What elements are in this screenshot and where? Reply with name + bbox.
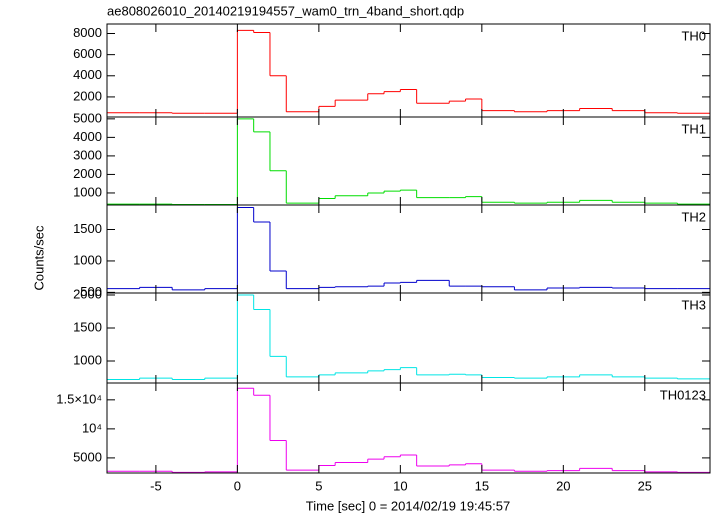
y-tick-label: 8000 xyxy=(73,25,102,40)
panel-name: TH2 xyxy=(681,209,706,224)
x-tick-label: -5 xyxy=(150,478,162,493)
step-connector xyxy=(171,118,678,205)
y-tick-label: 1000 xyxy=(73,352,102,367)
step-connector xyxy=(139,207,646,290)
y-tick-label: 6000 xyxy=(73,46,102,61)
x-tick-label: 10 xyxy=(393,478,407,493)
x-tick-label: 5 xyxy=(315,478,322,493)
y-tick-label: 500 xyxy=(80,284,102,299)
panel-name: TH0 xyxy=(681,28,706,43)
y-tick-label: 1500 xyxy=(73,319,102,334)
y-tick-label: 2000 xyxy=(73,286,102,301)
y-tick-label: 2000 xyxy=(73,166,102,181)
panel-name: TH0123 xyxy=(660,387,706,402)
step-connector xyxy=(171,388,678,473)
panel-name: TH1 xyxy=(681,121,706,136)
y-tick-label: 5000 xyxy=(73,110,102,125)
y-tick-label: 2000 xyxy=(73,88,102,103)
panel-name: TH3 xyxy=(681,297,706,312)
step-connector xyxy=(171,30,678,114)
y-axis-label: Counts/sec xyxy=(31,225,46,291)
panel-frame xyxy=(106,382,711,474)
x-tick-label: 0 xyxy=(234,478,241,493)
panel-frame xyxy=(106,204,711,294)
y-tick-label: 5000 xyxy=(73,449,102,464)
x-tick-label: 20 xyxy=(556,478,570,493)
x-axis-label: Time [sec] 0 = 2014/02/19 19:45:57 xyxy=(306,498,510,513)
panel-frame xyxy=(106,292,711,384)
step-connector xyxy=(139,294,678,380)
y-tick-label: 1500 xyxy=(73,221,102,236)
y-tick-label: 4000 xyxy=(73,129,102,144)
x-tick-label: 15 xyxy=(475,478,489,493)
y-tick-label: 10⁴ xyxy=(82,420,102,435)
y-tick-label: 1.5×10⁴ xyxy=(56,391,102,406)
panel-frame xyxy=(106,23,711,118)
y-tick-label: 4000 xyxy=(73,67,102,82)
y-tick-label: 1000 xyxy=(73,252,102,267)
y-tick-label: 1000 xyxy=(73,184,102,199)
chart-title: ae808026010_20140219194557_wam0_trn_4ban… xyxy=(107,3,464,18)
y-tick-label: 3000 xyxy=(73,147,102,162)
panel-frame xyxy=(106,116,711,206)
x-tick-label: 25 xyxy=(638,478,652,493)
